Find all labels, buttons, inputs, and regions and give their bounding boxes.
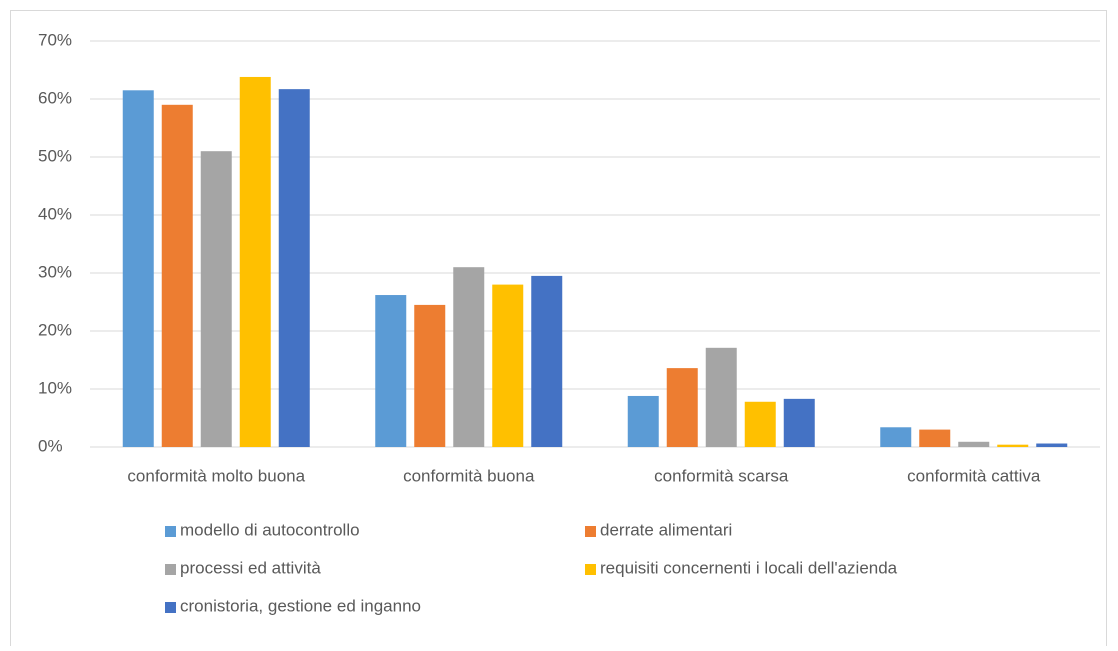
bar — [122, 90, 154, 448]
legend-swatch — [165, 564, 176, 575]
bar — [375, 295, 407, 447]
y-tick-label: 50% — [38, 146, 72, 165]
x-tick-label: conformità scarsa — [654, 466, 789, 485]
bar — [997, 444, 1029, 447]
bar — [958, 441, 990, 447]
bar — [919, 429, 951, 447]
x-tick-label: conformità cattiva — [907, 466, 1041, 485]
legend-swatch — [165, 526, 176, 537]
y-tick-label: 10% — [38, 378, 72, 397]
bar — [627, 395, 659, 447]
bar — [161, 104, 193, 448]
x-tick-label: conformità molto buona — [127, 466, 305, 485]
bar — [492, 284, 524, 447]
legend-swatch — [585, 526, 596, 537]
legend-label: processi ed attività — [180, 558, 321, 577]
y-tick-label: 20% — [38, 320, 72, 339]
bar — [880, 427, 912, 447]
legend-swatch — [585, 564, 596, 575]
y-tick-label: 40% — [38, 204, 72, 223]
bar — [414, 304, 446, 447]
y-tick-label: 0% — [38, 436, 63, 455]
bar — [1036, 443, 1068, 447]
legend-label: requisiti concernenti i locali dell'azie… — [600, 558, 898, 577]
bar — [278, 89, 310, 447]
bar — [783, 398, 815, 447]
bar — [200, 151, 232, 447]
y-tick-label: 60% — [38, 88, 72, 107]
y-tick-label: 30% — [38, 262, 72, 281]
bar — [666, 368, 698, 447]
legend-label: modello di autocontrollo — [180, 520, 360, 539]
y-tick-label: 70% — [38, 30, 72, 49]
x-tick-label: conformità buona — [403, 466, 535, 485]
legend-label: derrate alimentari — [600, 520, 732, 539]
legend-swatch — [165, 602, 176, 613]
bar — [744, 401, 776, 447]
bar — [239, 76, 271, 448]
bar — [453, 267, 485, 447]
bar — [705, 347, 737, 447]
legend-label: cronistoria, gestione ed inganno — [180, 596, 421, 615]
bar — [531, 275, 563, 447]
